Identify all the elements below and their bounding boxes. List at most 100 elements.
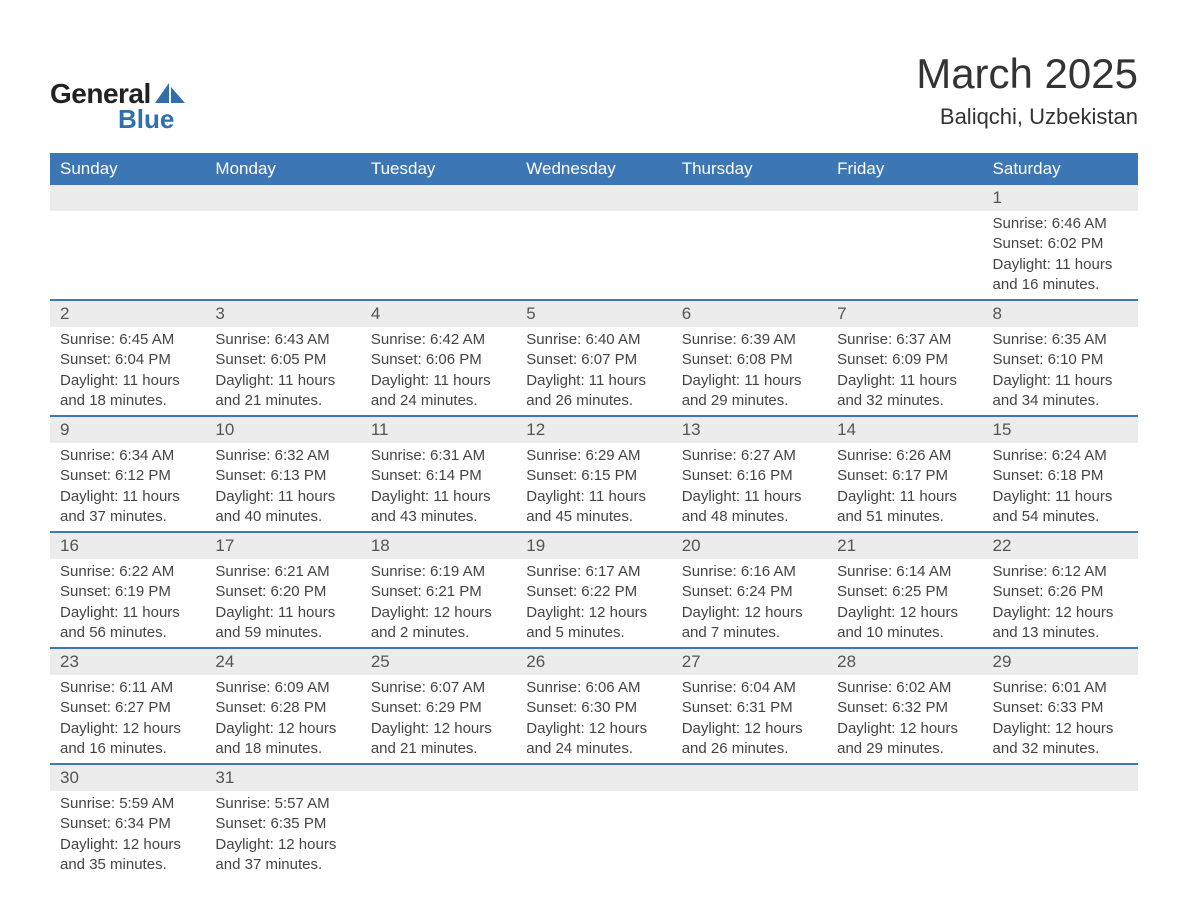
sunrise-text: Sunrise: 6:06 AM — [526, 678, 661, 698]
day-number: 22 — [983, 532, 1138, 559]
day-detail: Sunrise: 6:39 AMSunset: 6:08 PMDaylight:… — [672, 327, 827, 416]
day-number-row: 9101112131415 — [50, 416, 1138, 443]
daylight-text-1: Daylight: 11 hours — [993, 371, 1128, 391]
day-number-row: 2345678 — [50, 300, 1138, 327]
sunrise-text: Sunrise: 6:04 AM — [682, 678, 817, 698]
day-detail: Sunrise: 6:12 AMSunset: 6:26 PMDaylight:… — [983, 559, 1138, 648]
sunrise-text: Sunrise: 6:37 AM — [837, 330, 972, 350]
sunset-text: Sunset: 6:30 PM — [526, 698, 661, 718]
sunset-text: Sunset: 6:13 PM — [215, 466, 350, 486]
daylight-text-2: and 2 minutes. — [371, 623, 506, 643]
sunset-text: Sunset: 6:34 PM — [60, 814, 195, 834]
month-title: March 2025 — [916, 50, 1138, 98]
sunset-text: Sunset: 6:10 PM — [993, 350, 1128, 370]
daylight-text-2: and 16 minutes. — [993, 275, 1128, 295]
day-detail — [361, 211, 516, 300]
daylight-text-1: Daylight: 12 hours — [837, 719, 972, 739]
sunset-text: Sunset: 6:25 PM — [837, 582, 972, 602]
daylight-text-2: and 5 minutes. — [526, 623, 661, 643]
sunrise-text: Sunrise: 6:19 AM — [371, 562, 506, 582]
sunset-text: Sunset: 6:15 PM — [526, 466, 661, 486]
daylight-text-1: Daylight: 11 hours — [371, 487, 506, 507]
day-detail — [672, 791, 827, 879]
daylight-text-1: Daylight: 12 hours — [215, 719, 350, 739]
sunset-text: Sunset: 6:28 PM — [215, 698, 350, 718]
daylight-text-1: Daylight: 11 hours — [215, 603, 350, 623]
sunrise-text: Sunrise: 6:32 AM — [215, 446, 350, 466]
daylight-text-1: Daylight: 12 hours — [215, 835, 350, 855]
sunset-text: Sunset: 6:35 PM — [215, 814, 350, 834]
day-detail — [516, 211, 671, 300]
daylight-text-1: Daylight: 12 hours — [837, 603, 972, 623]
daylight-text-2: and 34 minutes. — [993, 391, 1128, 411]
sunset-text: Sunset: 6:24 PM — [682, 582, 817, 602]
day-number: 9 — [50, 416, 205, 443]
daylight-text-2: and 40 minutes. — [215, 507, 350, 527]
day-detail: Sunrise: 6:43 AMSunset: 6:05 PMDaylight:… — [205, 327, 360, 416]
sunrise-text: Sunrise: 6:31 AM — [371, 446, 506, 466]
sunrise-text: Sunrise: 6:16 AM — [682, 562, 817, 582]
sunset-text: Sunset: 6:29 PM — [371, 698, 506, 718]
daylight-text-1: Daylight: 12 hours — [993, 603, 1128, 623]
day-number: 18 — [361, 532, 516, 559]
sunrise-text: Sunrise: 6:14 AM — [837, 562, 972, 582]
daylight-text-1: Daylight: 12 hours — [371, 719, 506, 739]
daylight-text-2: and 24 minutes. — [371, 391, 506, 411]
day-detail: Sunrise: 6:34 AMSunset: 6:12 PMDaylight:… — [50, 443, 205, 532]
day-detail — [205, 211, 360, 300]
title-block: March 2025 Baliqchi, Uzbekistan — [916, 50, 1138, 130]
day-number-row: 23242526272829 — [50, 648, 1138, 675]
day-number: 17 — [205, 532, 360, 559]
day-number: 2 — [50, 300, 205, 327]
daylight-text-2: and 29 minutes. — [682, 391, 817, 411]
day-number: 6 — [672, 300, 827, 327]
sunrise-text: Sunrise: 6:42 AM — [371, 330, 506, 350]
day-detail-row: Sunrise: 6:34 AMSunset: 6:12 PMDaylight:… — [50, 443, 1138, 532]
sunrise-text: Sunrise: 6:27 AM — [682, 446, 817, 466]
sunrise-text: Sunrise: 6:29 AM — [526, 446, 661, 466]
daylight-text-2: and 59 minutes. — [215, 623, 350, 643]
sunrise-text: Sunrise: 6:34 AM — [60, 446, 195, 466]
sunset-text: Sunset: 6:21 PM — [371, 582, 506, 602]
day-detail: Sunrise: 6:02 AMSunset: 6:32 PMDaylight:… — [827, 675, 982, 764]
daylight-text-1: Daylight: 11 hours — [60, 487, 195, 507]
sunset-text: Sunset: 6:08 PM — [682, 350, 817, 370]
sunset-text: Sunset: 6:12 PM — [60, 466, 195, 486]
daylight-text-1: Daylight: 12 hours — [993, 719, 1128, 739]
sunset-text: Sunset: 6:16 PM — [682, 466, 817, 486]
day-number — [672, 185, 827, 211]
daylight-text-1: Daylight: 11 hours — [993, 255, 1128, 275]
day-number: 16 — [50, 532, 205, 559]
day-detail: Sunrise: 6:22 AMSunset: 6:19 PMDaylight:… — [50, 559, 205, 648]
weekday-header: Saturday — [983, 153, 1138, 185]
daylight-text-2: and 21 minutes. — [371, 739, 506, 759]
day-detail: Sunrise: 6:04 AMSunset: 6:31 PMDaylight:… — [672, 675, 827, 764]
sunset-text: Sunset: 6:05 PM — [215, 350, 350, 370]
day-number: 12 — [516, 416, 671, 443]
daylight-text-2: and 18 minutes. — [60, 391, 195, 411]
day-detail: Sunrise: 6:16 AMSunset: 6:24 PMDaylight:… — [672, 559, 827, 648]
day-number: 8 — [983, 300, 1138, 327]
daylight-text-2: and 43 minutes. — [371, 507, 506, 527]
day-detail: Sunrise: 6:26 AMSunset: 6:17 PMDaylight:… — [827, 443, 982, 532]
daylight-text-1: Daylight: 12 hours — [371, 603, 506, 623]
day-number: 27 — [672, 648, 827, 675]
daylight-text-2: and 13 minutes. — [993, 623, 1128, 643]
daylight-text-1: Daylight: 12 hours — [682, 719, 817, 739]
day-detail: Sunrise: 6:32 AMSunset: 6:13 PMDaylight:… — [205, 443, 360, 532]
daylight-text-2: and 26 minutes. — [682, 739, 817, 759]
day-number: 10 — [205, 416, 360, 443]
day-detail: Sunrise: 6:07 AMSunset: 6:29 PMDaylight:… — [361, 675, 516, 764]
day-number: 13 — [672, 416, 827, 443]
daylight-text-1: Daylight: 11 hours — [60, 371, 195, 391]
sunset-text: Sunset: 6:17 PM — [837, 466, 972, 486]
daylight-text-2: and 7 minutes. — [682, 623, 817, 643]
day-number: 26 — [516, 648, 671, 675]
location: Baliqchi, Uzbekistan — [916, 104, 1138, 130]
daylight-text-2: and 54 minutes. — [993, 507, 1128, 527]
day-detail: Sunrise: 6:06 AMSunset: 6:30 PMDaylight:… — [516, 675, 671, 764]
day-number-row: 1 — [50, 185, 1138, 211]
sunrise-text: Sunrise: 6:40 AM — [526, 330, 661, 350]
sunset-text: Sunset: 6:02 PM — [993, 234, 1128, 254]
sunset-text: Sunset: 6:20 PM — [215, 582, 350, 602]
